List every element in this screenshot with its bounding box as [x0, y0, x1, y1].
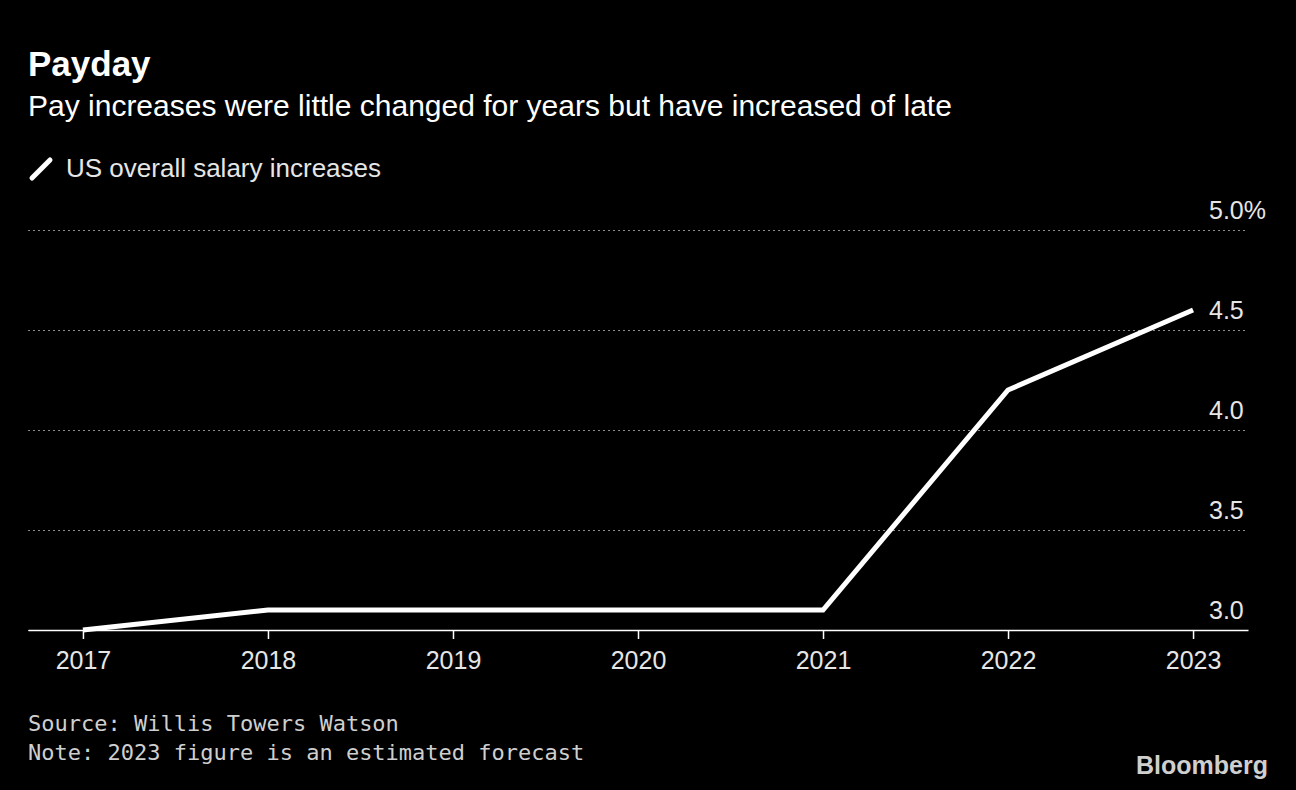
x-tick: 2019 [426, 630, 482, 674]
x-tick: 2021 [796, 630, 852, 674]
x-tick-label: 2019 [426, 646, 482, 674]
subtitle: Pay increases were little changed for ye… [28, 89, 952, 122]
y-tick-label: 4.5 [1209, 296, 1244, 324]
x-tick-mark [823, 630, 825, 639]
y-tick: 5.0% [28, 196, 1266, 230]
background [0, 0, 1296, 790]
x-axis: 2017 2018 2019 2020 2021 2022 2023 [29, 630, 1249, 674]
x-tick-mark [453, 630, 455, 639]
line-series [83, 310, 1193, 630]
credit: Bloomberg [1136, 751, 1268, 779]
title: Payday [28, 44, 151, 83]
x-tick-label: 2021 [796, 646, 852, 674]
source: Source: Willis Towers Watson [28, 711, 399, 736]
x-tick-label: 2023 [1166, 646, 1222, 674]
legend-swatch [32, 160, 50, 178]
grid-line [28, 530, 1248, 531]
x-tick: 2023 [1166, 630, 1222, 674]
x-tick-mark [268, 630, 270, 639]
x-tick: 2018 [241, 630, 297, 674]
legend-label: US overall salary increases [66, 153, 381, 183]
x-tick: 2020 [611, 630, 667, 674]
x-tick: 2022 [981, 630, 1037, 674]
y-tick-label: 3.5 [1209, 496, 1244, 524]
x-tick-mark [1193, 630, 1195, 639]
y-axis: 3.0 3.5 4.0 4.5 5.0% [28, 196, 1266, 630]
y-tick: 3.5 [28, 496, 1248, 530]
x-tick-label: 2020 [611, 646, 667, 674]
y-tick-label: 3.0 [1209, 596, 1244, 624]
plot-area [83, 310, 1193, 630]
chart: Payday Pay increases were little changed … [0, 0, 1296, 790]
x-tick-label: 2017 [56, 646, 112, 674]
grid-line [28, 430, 1248, 431]
x-tick-mark [638, 630, 640, 639]
note: Note: 2023 figure is an estimated foreca… [28, 740, 584, 765]
y-tick-label: 4.0 [1209, 396, 1244, 424]
grid-line [28, 330, 1248, 331]
x-tick-label: 2018 [241, 646, 297, 674]
y-tick-label: 5.0% [1209, 196, 1266, 224]
x-tick-label: 2022 [981, 646, 1037, 674]
grid-line [28, 230, 1248, 231]
y-tick: 3.0 [28, 596, 1248, 630]
x-tick-mark [1008, 630, 1010, 639]
y-tick: 4.5 [28, 296, 1248, 330]
y-tick: 4.0 [28, 396, 1248, 430]
x-tick: 2017 [56, 630, 112, 674]
